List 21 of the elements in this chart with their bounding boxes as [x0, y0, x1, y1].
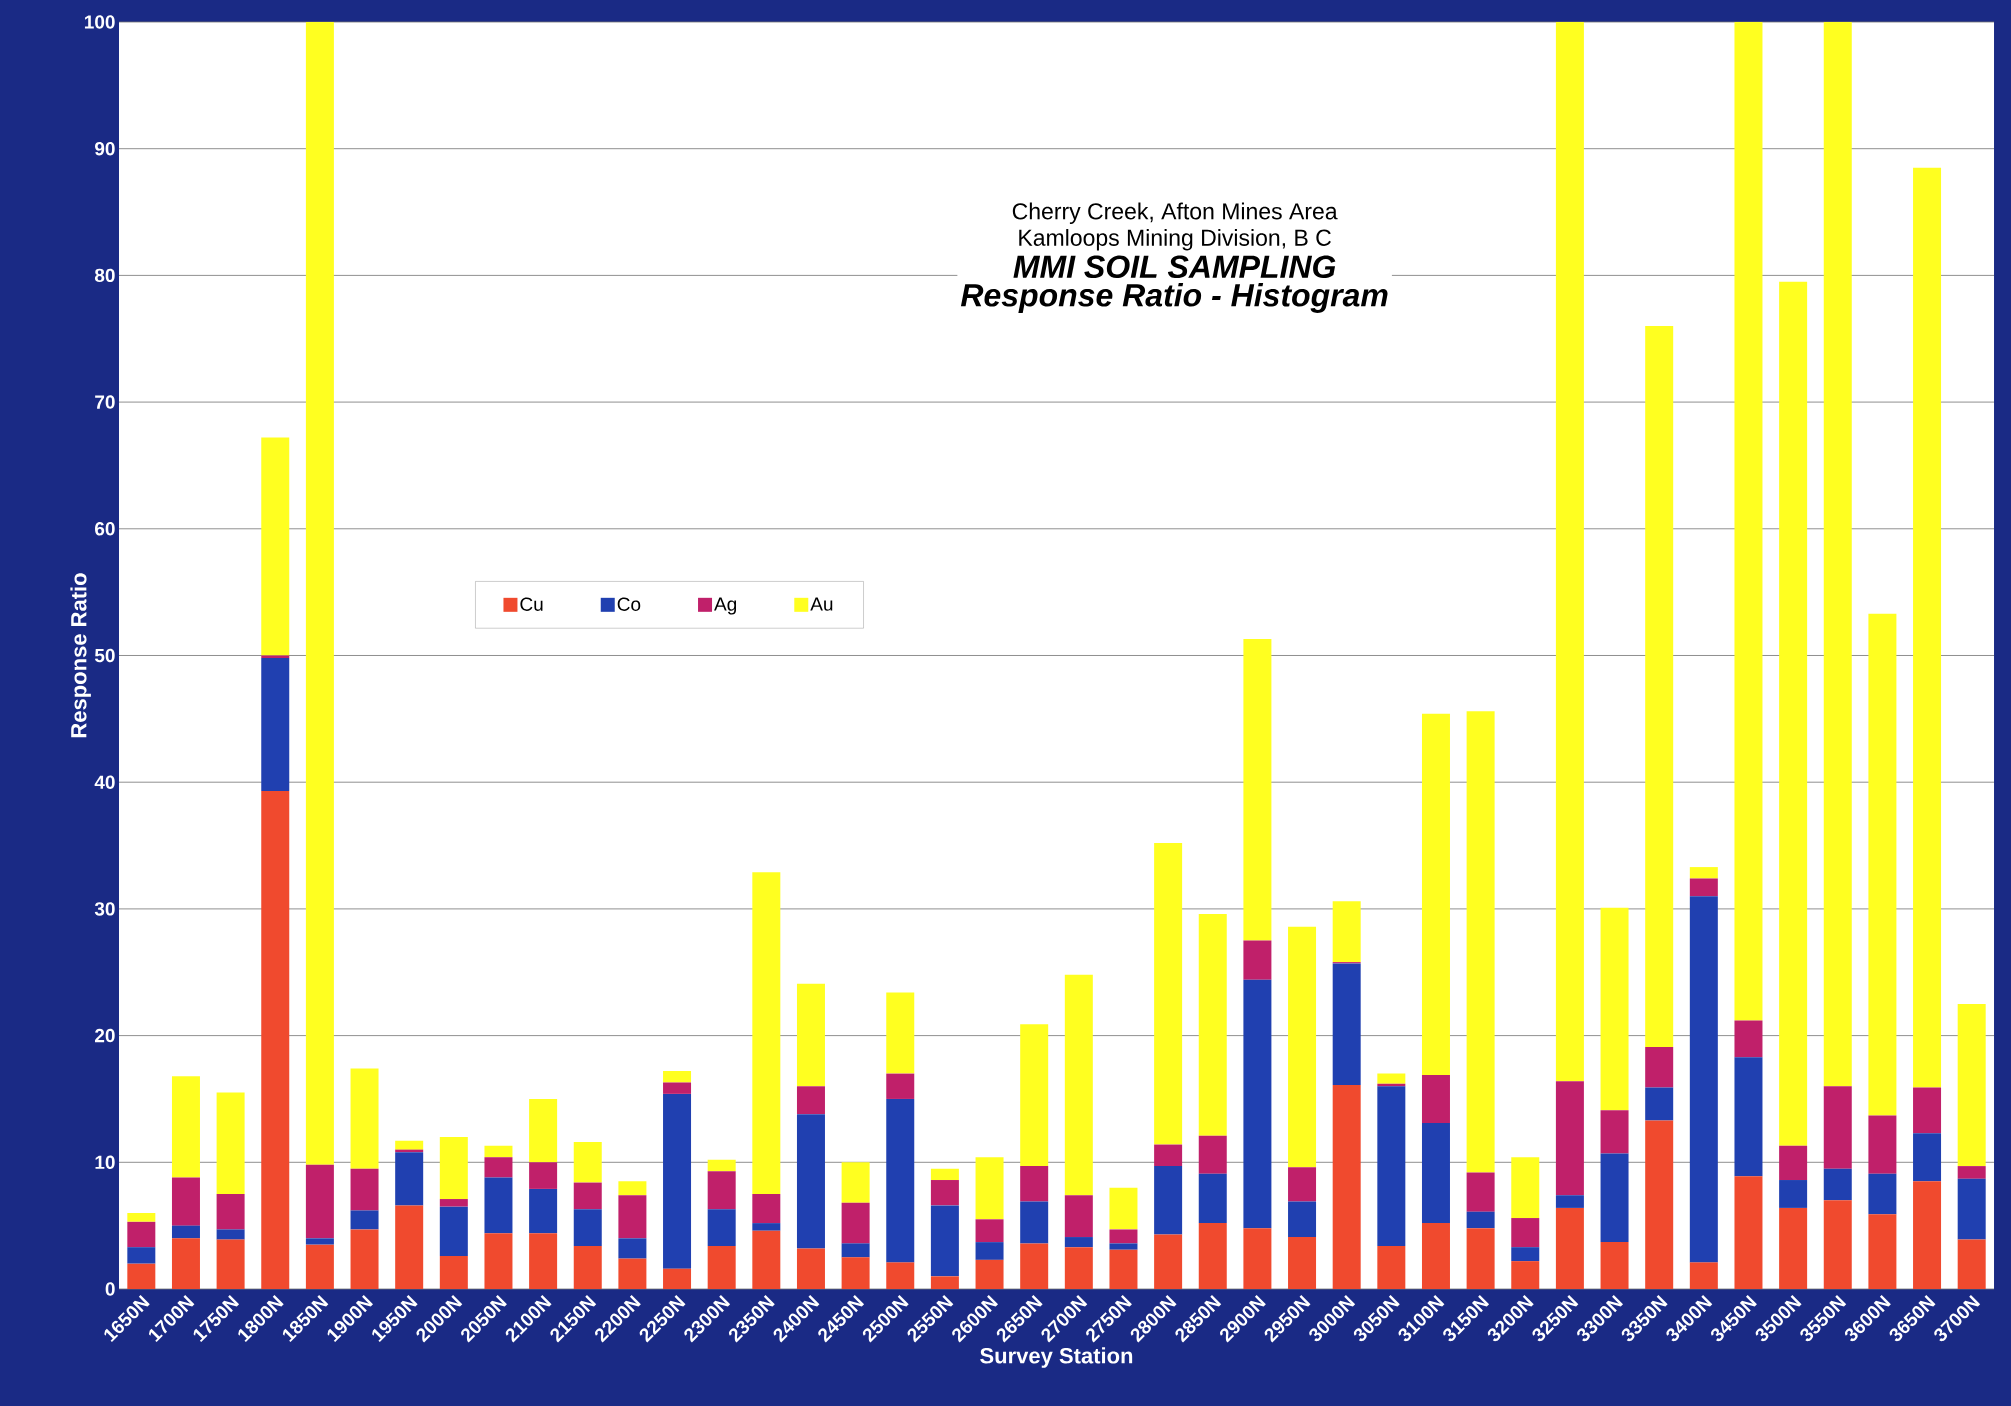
legend-label: Cu: [520, 597, 543, 611]
legend-label: Ag: [714, 597, 737, 615]
legend-label: Au: [810, 597, 833, 611]
y-tick-label: 80: [94, 268, 115, 283]
annotation: Cherry Creek, Afton Mines Area: [1012, 202, 1338, 224]
y-tick-label: 100: [84, 15, 115, 29]
y-axis-title: Response Ratio: [70, 573, 91, 738]
y-tick-label: 40: [94, 775, 115, 789]
y-tick-label: 90: [94, 141, 115, 156]
y-tick-label: 60: [95, 522, 115, 536]
annotation: Response Ratio - Histogram: [960, 283, 1388, 313]
y-tick-label: 50: [94, 648, 115, 663]
legend-label: Co: [617, 597, 641, 611]
y-tick-label: 0: [105, 1282, 115, 1296]
y-tick-label: 20: [94, 1028, 115, 1043]
y-tick-label: 10: [95, 1155, 115, 1170]
annotation: MMI SOIL SAMPLING: [1013, 255, 1336, 279]
y-tick-label: 70: [95, 395, 115, 409]
x-axis-title: Survey Station: [980, 1347, 1133, 1368]
annotation: Kamloops Mining Division, B C: [1019, 229, 1331, 251]
y-tick-label: 30: [94, 902, 115, 916]
